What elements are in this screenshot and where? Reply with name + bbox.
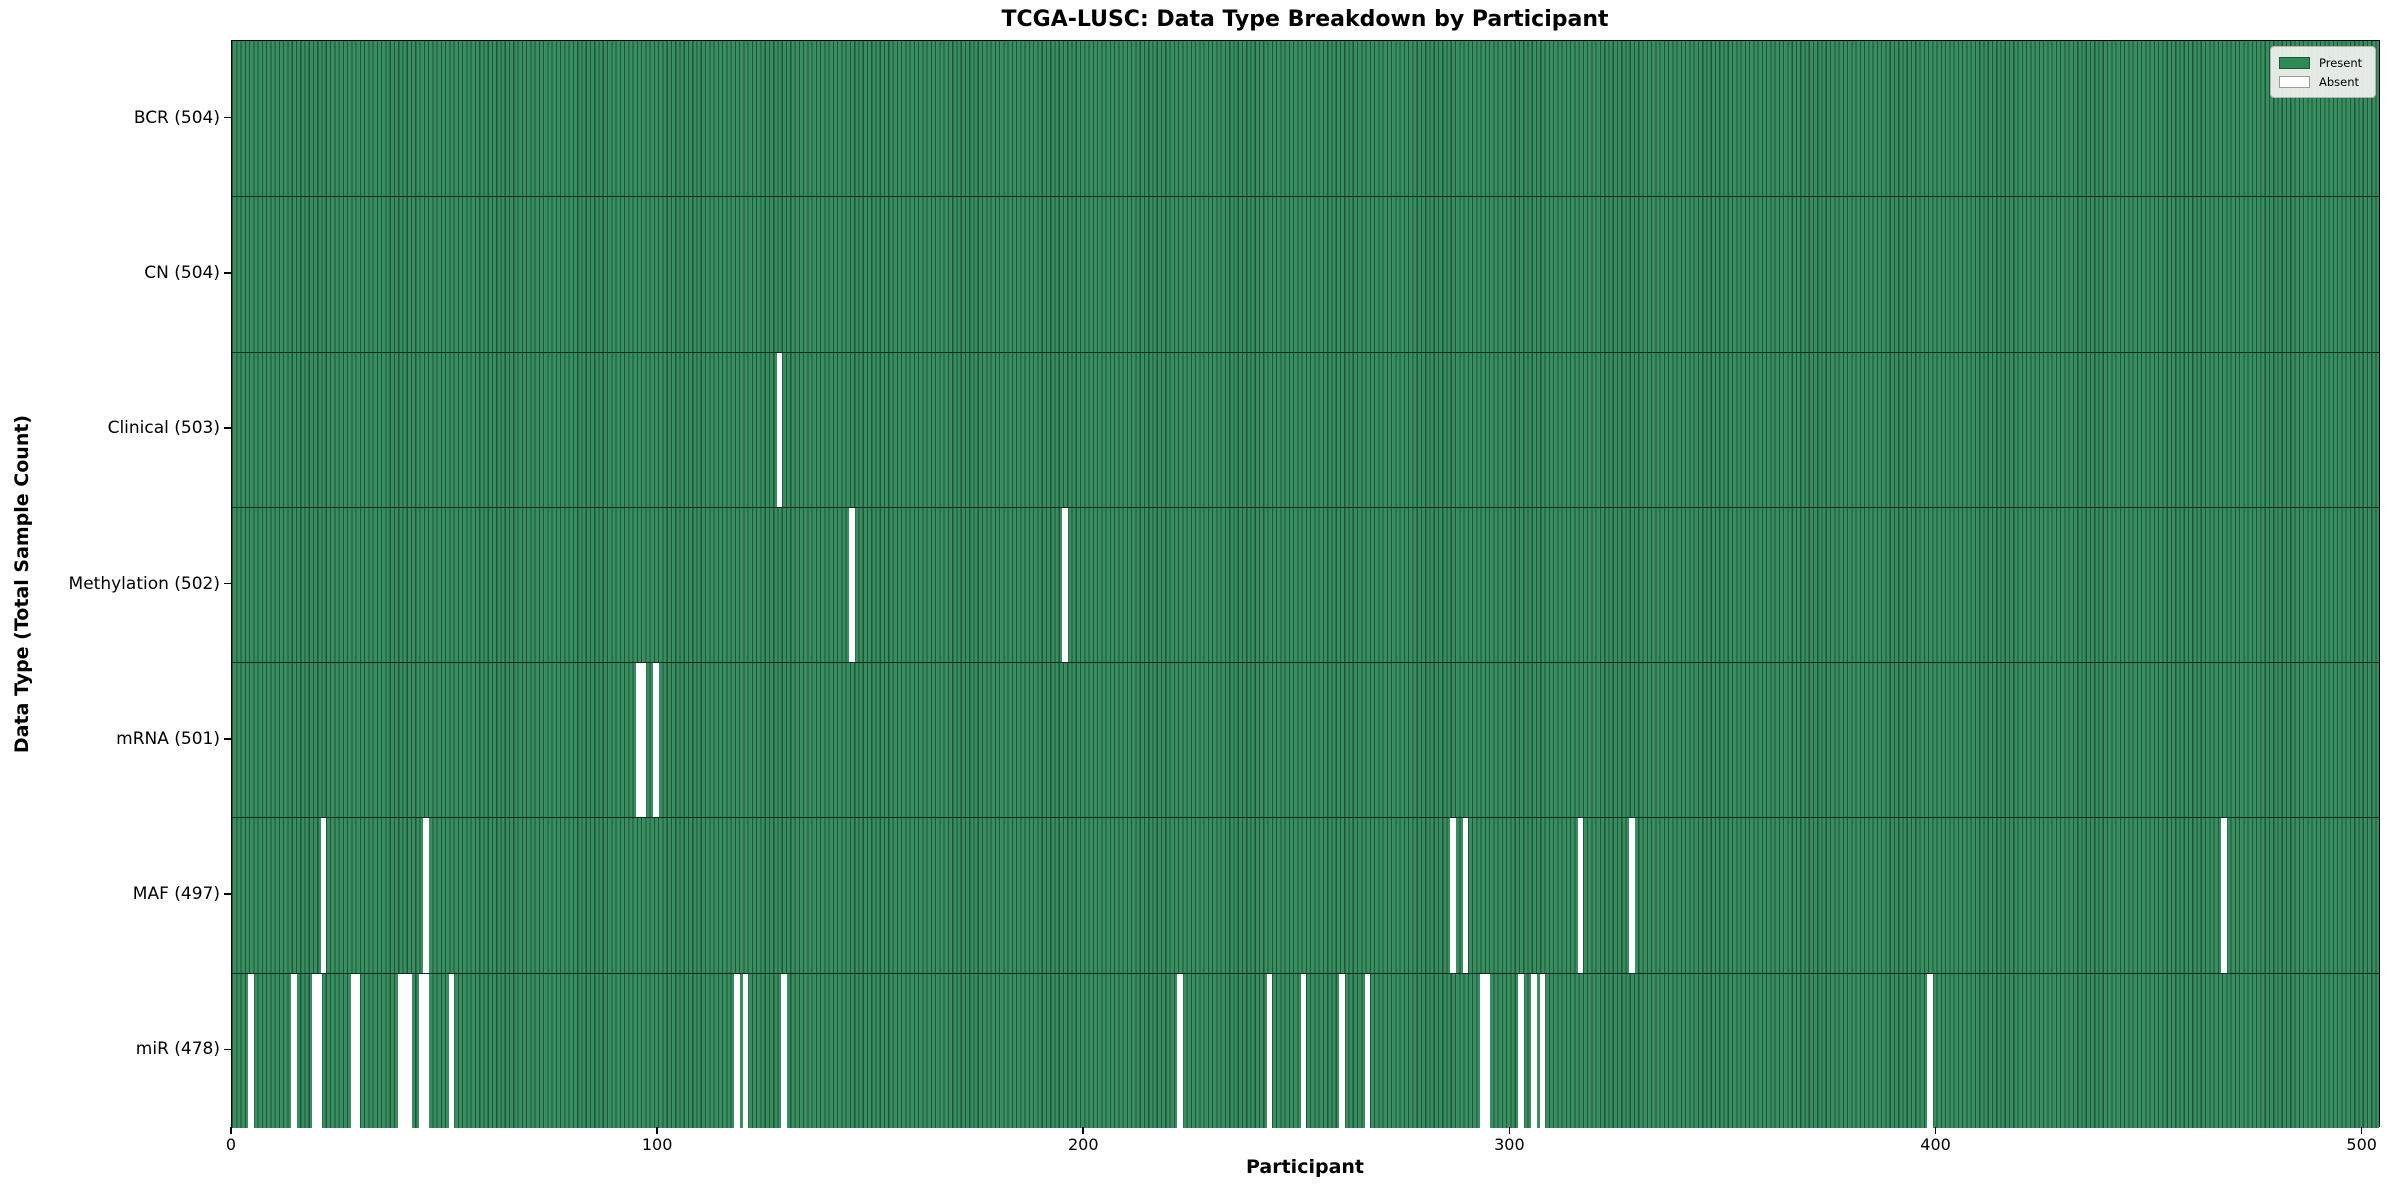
absent-gap: [423, 973, 429, 1128]
row-maf: [232, 817, 2379, 973]
absent-gap: [653, 663, 659, 818]
absent-gap: [401, 973, 408, 1128]
row-mrna: [232, 662, 2379, 818]
row-label: Methylation (502): [68, 573, 220, 594]
absent-gap: [1531, 973, 1537, 1128]
legend-item-absent: Absent: [2279, 72, 2367, 91]
absent-gap: [1177, 973, 1183, 1128]
y-tick: [224, 893, 231, 895]
row-clinical: [232, 351, 2379, 507]
row-label: mRNA (501): [116, 728, 220, 749]
row-mir: [232, 972, 2379, 1128]
plot-area: [231, 40, 2380, 1128]
absent-gap: [1339, 973, 1345, 1128]
absent-gap: [1577, 818, 1584, 973]
x-axis-label: Participant: [1245, 1156, 1365, 1178]
x-tick-label: 500: [2346, 1135, 2377, 1154]
legend: Present Absent: [2270, 46, 2376, 98]
absent-gap: [418, 973, 425, 1128]
y-tick: [224, 582, 231, 585]
chart-title: TCGA-LUSC: Data Type Breakdown by Partic…: [1001, 7, 1609, 32]
absent-gap: [1484, 973, 1490, 1128]
absent-gap: [1539, 973, 1546, 1128]
absent-gap: [734, 973, 740, 1128]
x-tick-label: 300: [1494, 1135, 1525, 1154]
absent-gap: [354, 973, 361, 1128]
row-label: miR (478): [135, 1039, 220, 1060]
legend-item-present: Present: [2279, 53, 2367, 72]
row-label: CN (504): [144, 262, 220, 283]
x-tick: [2360, 1127, 2363, 1134]
absent-gap: [448, 973, 455, 1128]
x-tick-label: 100: [641, 1135, 673, 1154]
y-tick: [224, 116, 231, 119]
absent-gap: [1927, 973, 1933, 1128]
x-tick: [1934, 1127, 1937, 1134]
row-bcr: [232, 41, 2379, 197]
x-tick-label: 0: [225, 1135, 237, 1154]
absent-gap: [776, 352, 783, 507]
absent-gap: [2221, 818, 2227, 973]
absent-gap: [1300, 973, 1307, 1128]
absent-gap: [636, 663, 642, 818]
absent-gap: [406, 973, 412, 1128]
row-cn: [232, 196, 2379, 352]
absent-gap: [248, 973, 254, 1128]
y-tick: [224, 272, 231, 274]
absent-gap: [781, 973, 787, 1128]
row-label: Clinical (503): [107, 418, 220, 439]
absent-gap: [397, 973, 404, 1128]
y-tick: [224, 1048, 231, 1051]
x-tick: [1082, 1127, 1085, 1134]
absent-gap: [316, 973, 323, 1128]
row-methylation: [232, 506, 2379, 663]
absent-gap: [1364, 973, 1371, 1128]
absent-gap: [849, 507, 855, 663]
absent-gap: [1629, 818, 1635, 973]
absent-swatch-icon: [2279, 75, 2310, 88]
x-tick-label: 400: [1920, 1135, 1951, 1154]
present-swatch-icon: [2279, 56, 2310, 69]
x-tick-label: 200: [1067, 1135, 1099, 1154]
row-label: BCR (504): [133, 107, 220, 128]
absent-gap: [1062, 507, 1068, 663]
absent-gap: [291, 973, 297, 1128]
absent-gap: [1479, 973, 1486, 1128]
absent-gap: [742, 973, 749, 1128]
absent-gap: [640, 663, 646, 818]
x-tick: [656, 1127, 658, 1134]
absent-gap: [320, 818, 327, 973]
legend-label-present: Present: [2319, 55, 2363, 70]
row-label: MAF (497): [132, 884, 220, 905]
x-tick: [230, 1127, 232, 1134]
y-tick: [224, 737, 231, 740]
y-tick: [224, 427, 231, 429]
absent-gap: [1462, 818, 1469, 973]
legend-label-absent: Absent: [2319, 74, 2360, 89]
absent-gap: [1450, 818, 1456, 973]
absent-gap: [1266, 973, 1273, 1128]
absent-gap: [350, 973, 357, 1128]
absent-gap: [423, 818, 429, 973]
absent-gap: [1518, 973, 1524, 1128]
x-tick: [1508, 1127, 1511, 1134]
absent-gap: [312, 973, 318, 1128]
